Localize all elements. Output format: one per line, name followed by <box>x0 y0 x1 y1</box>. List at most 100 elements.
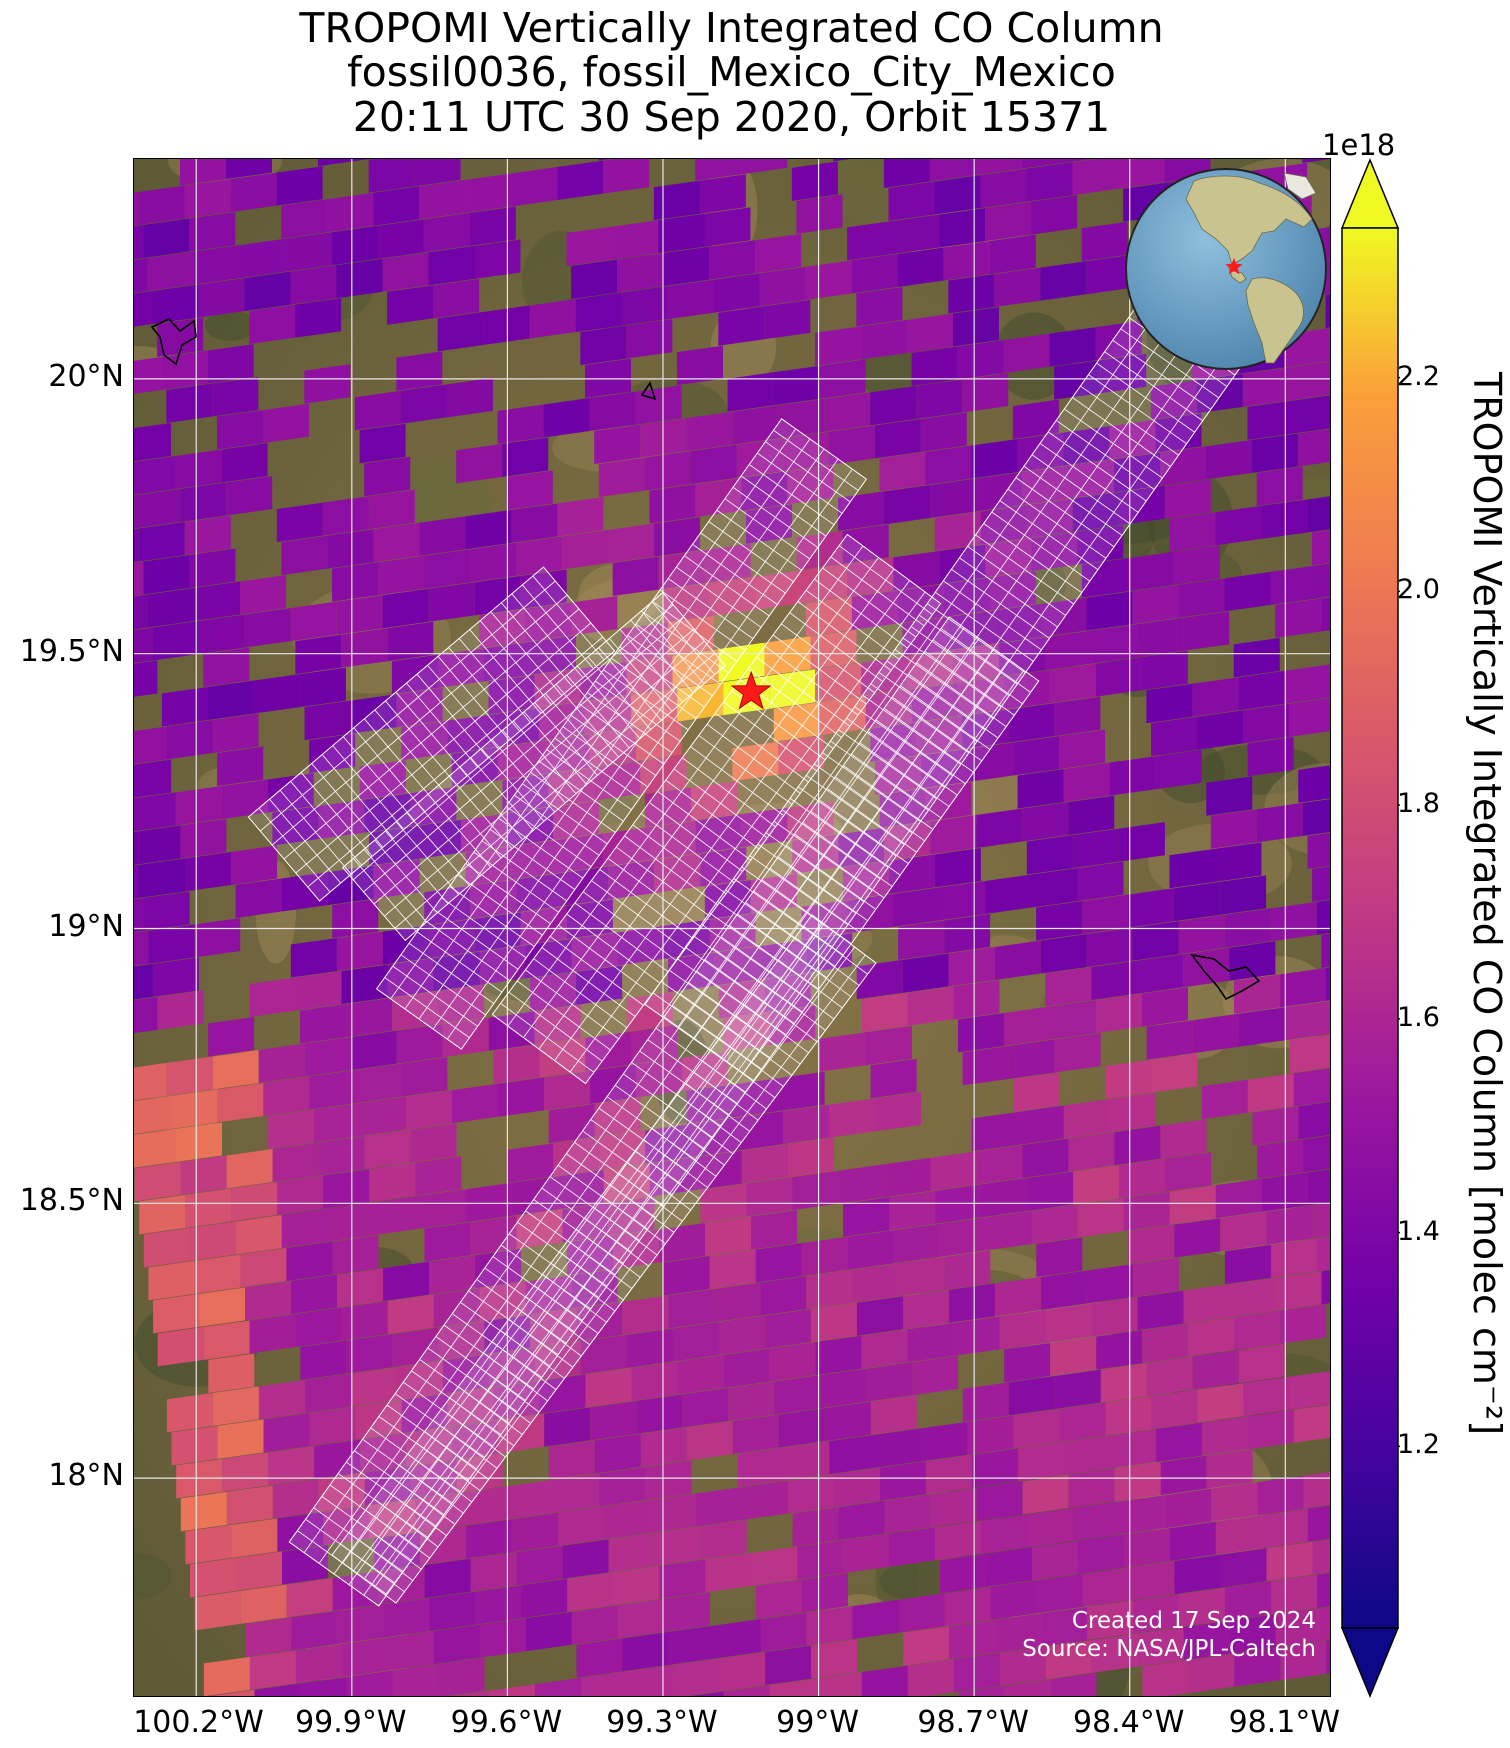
co-pixel <box>253 674 300 714</box>
swath-hatch <box>363 670 1025 1596</box>
swath-hatch <box>569 591 926 1073</box>
co-pixel <box>419 1189 466 1229</box>
co-pixel <box>898 920 945 960</box>
co-pixel <box>728 1381 775 1422</box>
co-pixel <box>1059 1402 1106 1442</box>
co-pixel <box>934 175 981 215</box>
co-pixel <box>226 1149 273 1189</box>
co-pixel <box>245 1281 292 1321</box>
co-pixel <box>148 588 195 628</box>
co-pixel <box>930 814 977 855</box>
co-pixel <box>621 622 668 663</box>
co-pixel <box>217 1083 264 1123</box>
co-pixel <box>810 629 857 670</box>
co-pixel <box>1128 1561 1175 1601</box>
co-pixel <box>1077 525 1124 565</box>
co-pixel <box>1082 1567 1129 1607</box>
co-pixel <box>134 1128 176 1168</box>
co-pixel <box>1086 1264 1133 1304</box>
co-pixel <box>1298 1101 1330 1140</box>
co-pixel <box>341 628 388 668</box>
co-pixel <box>838 1500 885 1541</box>
co-pixel <box>134 528 139 563</box>
co-pixel <box>511 167 558 207</box>
co-pixel <box>783 1104 830 1145</box>
co-pixel <box>700 1520 747 1560</box>
co-pixel <box>364 1129 411 1170</box>
co-pixel <box>216 410 263 450</box>
co-pixel <box>359 1096 406 1137</box>
target-swath <box>331 914 877 1604</box>
co-pixel <box>1091 1633 1138 1673</box>
co-pixel <box>755 1243 802 1283</box>
co-pixel <box>995 1613 1042 1653</box>
co-pixel <box>230 172 277 213</box>
co-pixel <box>258 1380 305 1420</box>
co-pixel <box>870 1058 917 1099</box>
co-pixel <box>663 1592 710 1632</box>
co-pixel <box>1072 159 1119 196</box>
co-pixel <box>134 792 176 832</box>
co-pixel <box>741 159 788 175</box>
co-pixel <box>244 608 291 648</box>
co-pixel <box>1257 1475 1304 1516</box>
co-pixel <box>879 451 926 492</box>
co-pixel <box>1280 1304 1327 1344</box>
co-pixel <box>732 405 779 445</box>
co-pixel <box>134 996 158 1034</box>
co-pixel <box>189 548 236 588</box>
co-pixel <box>1275 1271 1322 1311</box>
co-pixel <box>709 913 756 953</box>
co-pixel <box>944 1250 991 1290</box>
co-pixel <box>1169 512 1216 552</box>
co-pixel <box>1141 650 1188 691</box>
swath-hatch <box>677 317 1179 1028</box>
co-pixel <box>231 1518 278 1558</box>
co-pixel <box>575 292 622 333</box>
co-pixel <box>438 984 485 1025</box>
lake-outline-north <box>640 381 657 401</box>
co-pixel <box>134 357 162 394</box>
co-pixel <box>1261 499 1308 539</box>
co-pixel <box>774 1375 821 1415</box>
co-pixel <box>1041 1606 1088 1647</box>
co-pixel <box>576 1301 623 1342</box>
co-pixel <box>622 1631 669 1672</box>
site-star-icon[interactable] <box>730 670 772 710</box>
co-pixel <box>1247 736 1294 777</box>
lake-outline-east <box>1190 953 1261 1001</box>
co-pixel <box>838 1164 885 1204</box>
co-pixel <box>309 733 356 774</box>
co-pixel <box>613 1229 660 1269</box>
co-pixel <box>451 1083 498 1124</box>
co-pixel <box>1164 479 1211 519</box>
co-pixel <box>1160 1455 1207 1496</box>
co-pixel <box>465 173 512 213</box>
co-pixel <box>212 1386 259 1426</box>
co-pixel <box>1077 1198 1124 1238</box>
co-pixel <box>1018 1441 1065 1482</box>
co-pixel <box>742 1480 789 1521</box>
co-pixel <box>861 992 908 1033</box>
y-tick-label: 18.5°N <box>19 1183 124 1219</box>
co-pixel <box>737 1447 784 1488</box>
swath-hatch <box>726 351 1228 1063</box>
co-pixel <box>1105 1396 1152 1436</box>
co-pixel <box>1100 1363 1147 1403</box>
co-pixel <box>636 1394 683 1434</box>
co-pixel <box>282 1545 329 1585</box>
co-pixel <box>1169 1185 1216 1225</box>
map-canvas <box>134 159 1331 1696</box>
co-pixel <box>1330 658 1331 697</box>
co-pixel <box>1321 933 1330 968</box>
co-pixel <box>1316 563 1330 599</box>
y-tick-label: 19.5°N <box>19 633 124 669</box>
swath-hatch <box>342 922 824 1564</box>
co-pixel <box>207 344 254 384</box>
co-pixel <box>295 1644 342 1684</box>
co-pixel <box>461 813 508 853</box>
map-panel[interactable]: Created 17 Sep 2024 Source: NASA/JPL-Cal… <box>133 158 1331 1697</box>
co-pixel <box>1040 1270 1087 1310</box>
co-pixel <box>1206 1449 1253 1489</box>
co-pixel <box>1045 1639 1092 1680</box>
